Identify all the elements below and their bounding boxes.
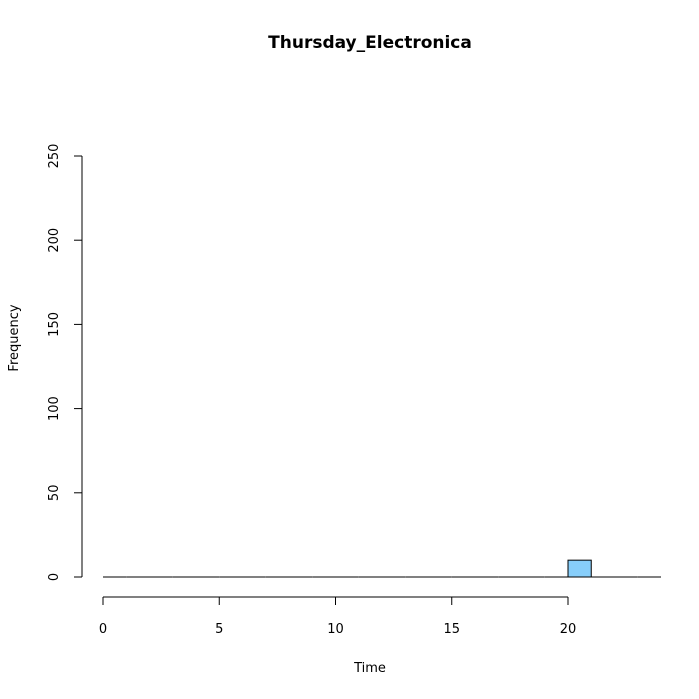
x-tick-label-15: 15: [443, 622, 460, 637]
histogram-bar-20: [567, 559, 592, 578]
x-tick-label-5: 5: [215, 622, 223, 637]
x-tick-label-20: 20: [560, 622, 577, 637]
x-axis: 0 5 10 15 20: [99, 596, 577, 637]
y-tick-label-50: 50: [47, 485, 62, 502]
x-tick-label-10: 10: [327, 622, 344, 637]
y-tick-label-200: 200: [47, 228, 62, 253]
y-tick-label-0: 0: [47, 573, 62, 581]
x-tick-label-0: 0: [99, 622, 107, 637]
x-axis-label: Time: [353, 661, 386, 676]
y-tick-label-150: 150: [47, 312, 62, 337]
y-tick-label-250: 250: [47, 144, 62, 169]
y-axis: 0 50 100 150 200 250: [47, 144, 83, 581]
y-tick-label-100: 100: [47, 396, 62, 421]
chart-title: Thursday_Electronica: [268, 33, 472, 53]
y-axis-label: Frequency: [7, 304, 22, 371]
bars-group: [103, 559, 661, 578]
